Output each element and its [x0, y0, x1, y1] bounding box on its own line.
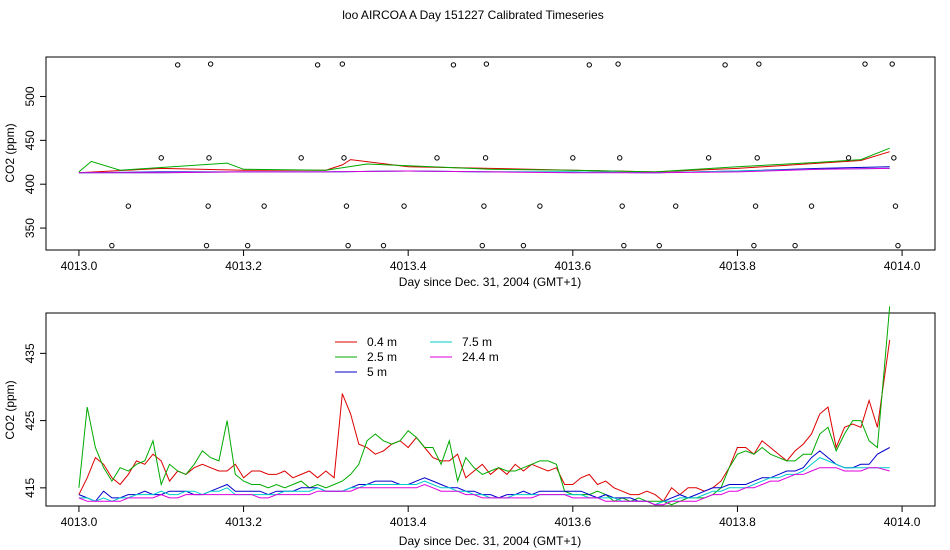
data-point: [705, 155, 712, 161]
data-point: [845, 155, 852, 161]
y-tick-label: 415: [23, 478, 37, 498]
data-point: [109, 242, 115, 249]
x-tick-label: 4013.4: [390, 259, 427, 273]
top-plot-frame: [45, 56, 936, 251]
data-point: [345, 242, 351, 249]
x-tick-label: 4013.6: [554, 515, 591, 529]
data-point: [298, 155, 304, 161]
data-point: [314, 62, 321, 68]
data-point: [722, 62, 728, 68]
data-point: [892, 203, 899, 209]
legend-label: 7.5 m: [462, 335, 492, 349]
data-point: [537, 203, 543, 209]
data-point: [570, 155, 576, 161]
series-line-24-4-m: [78, 167, 890, 174]
series-line-24-4-m: [78, 467, 890, 506]
data-point: [434, 155, 440, 161]
data-point: [244, 242, 251, 249]
bottom-series-lines: [78, 306, 891, 506]
data-point: [401, 203, 407, 209]
y-tick-label: 450: [23, 130, 37, 150]
data-point: [621, 242, 627, 249]
top-x-axis: 4013.0 4013.2 4013.4 4013.6 4013.8 4014.0: [61, 250, 921, 273]
data-point: [483, 61, 490, 67]
x-tick-label: 4013.8: [719, 259, 756, 273]
y-tick-label: 400: [23, 174, 37, 194]
data-point: [481, 203, 487, 209]
data-point: [619, 203, 625, 209]
series-line-5-m: [78, 447, 890, 506]
x-tick-label: 4013.8: [719, 515, 756, 529]
x-tick-label: 4013.6: [554, 259, 591, 273]
data-point: [520, 242, 527, 249]
x-tick-label: 4014.0: [884, 515, 921, 529]
data-point: [343, 203, 350, 209]
bottom-panel: 415 425 435 4013.0 4013.2 4013.4 4013.6 4013.8…: [3, 306, 936, 548]
data-point: [175, 62, 181, 68]
data-point: [756, 61, 762, 67]
data-point: [673, 203, 679, 209]
data-point: [752, 203, 759, 209]
data-point: [889, 61, 895, 67]
top-series-lines: [78, 147, 890, 174]
x-tick-label: 4013.2: [225, 515, 262, 529]
data-point: [586, 62, 592, 68]
bottom-x-axis-label: Day since Dec. 31, 2004 (GMT+1): [399, 534, 581, 548]
data-point: [754, 155, 760, 161]
data-point: [261, 203, 267, 209]
data-point: [751, 242, 757, 249]
x-tick-label: 4014.0: [884, 259, 921, 273]
data-point: [891, 155, 897, 161]
data-point: [380, 242, 387, 249]
legend-label: 5 m: [367, 365, 387, 379]
data-point: [895, 242, 901, 249]
chart-title: loo AIRCOA A Day 151227 Calibrated Times…: [342, 8, 603, 22]
bottom-y-axis-label: CO2 (ppm): [3, 380, 17, 439]
data-point: [203, 242, 210, 249]
legend-label: 24.4 m: [462, 350, 499, 364]
legend-label: 0.4 m: [367, 335, 397, 349]
x-tick-label: 4013.0: [61, 259, 98, 273]
series-line-0-4-m: [78, 339, 891, 503]
series-line-2-5-m: [78, 306, 891, 506]
bottom-plot-frame: [45, 312, 936, 507]
data-point: [808, 203, 815, 209]
y-tick-label: 435: [23, 343, 37, 363]
data-point: [479, 242, 485, 249]
data-point: [158, 155, 164, 161]
data-point: [615, 61, 621, 67]
data-point: [792, 242, 798, 249]
bottom-y-axis: 415 425 435: [23, 343, 46, 498]
top-x-axis-label: Day since Dec. 31, 2004 (GMT+1): [399, 275, 581, 289]
y-tick-label: 350: [23, 218, 37, 238]
series-line-2-5-m: [78, 147, 890, 173]
data-point: [862, 61, 868, 67]
y-tick-label: 425: [23, 410, 37, 430]
x-tick-label: 4013.2: [225, 259, 262, 273]
data-point: [339, 61, 346, 67]
data-point: [656, 242, 662, 249]
top-y-axis-label: CO2 (ppm): [3, 123, 17, 182]
data-point: [482, 155, 489, 161]
x-tick-label: 4013.4: [390, 515, 427, 529]
data-point: [207, 61, 214, 67]
data-point: [205, 203, 211, 209]
legend: 0.4 m2.5 m5 m 7.5 m24.4 m: [335, 335, 499, 379]
top-y-axis: 350 400 450 500: [23, 86, 46, 238]
legend-label: 2.5 m: [367, 350, 397, 364]
series-line-7-5-m: [78, 457, 890, 506]
data-point: [341, 155, 347, 161]
x-tick-label: 4013.0: [61, 515, 98, 529]
data-point: [617, 155, 623, 161]
data-point: [125, 203, 132, 209]
data-point: [206, 155, 212, 161]
top-points: [109, 61, 901, 249]
bottom-x-axis: 4013.0 4013.2 4013.4 4013.6 4013.8 4014.0: [61, 506, 921, 529]
y-tick-label: 500: [23, 86, 37, 106]
data-point: [450, 62, 457, 68]
